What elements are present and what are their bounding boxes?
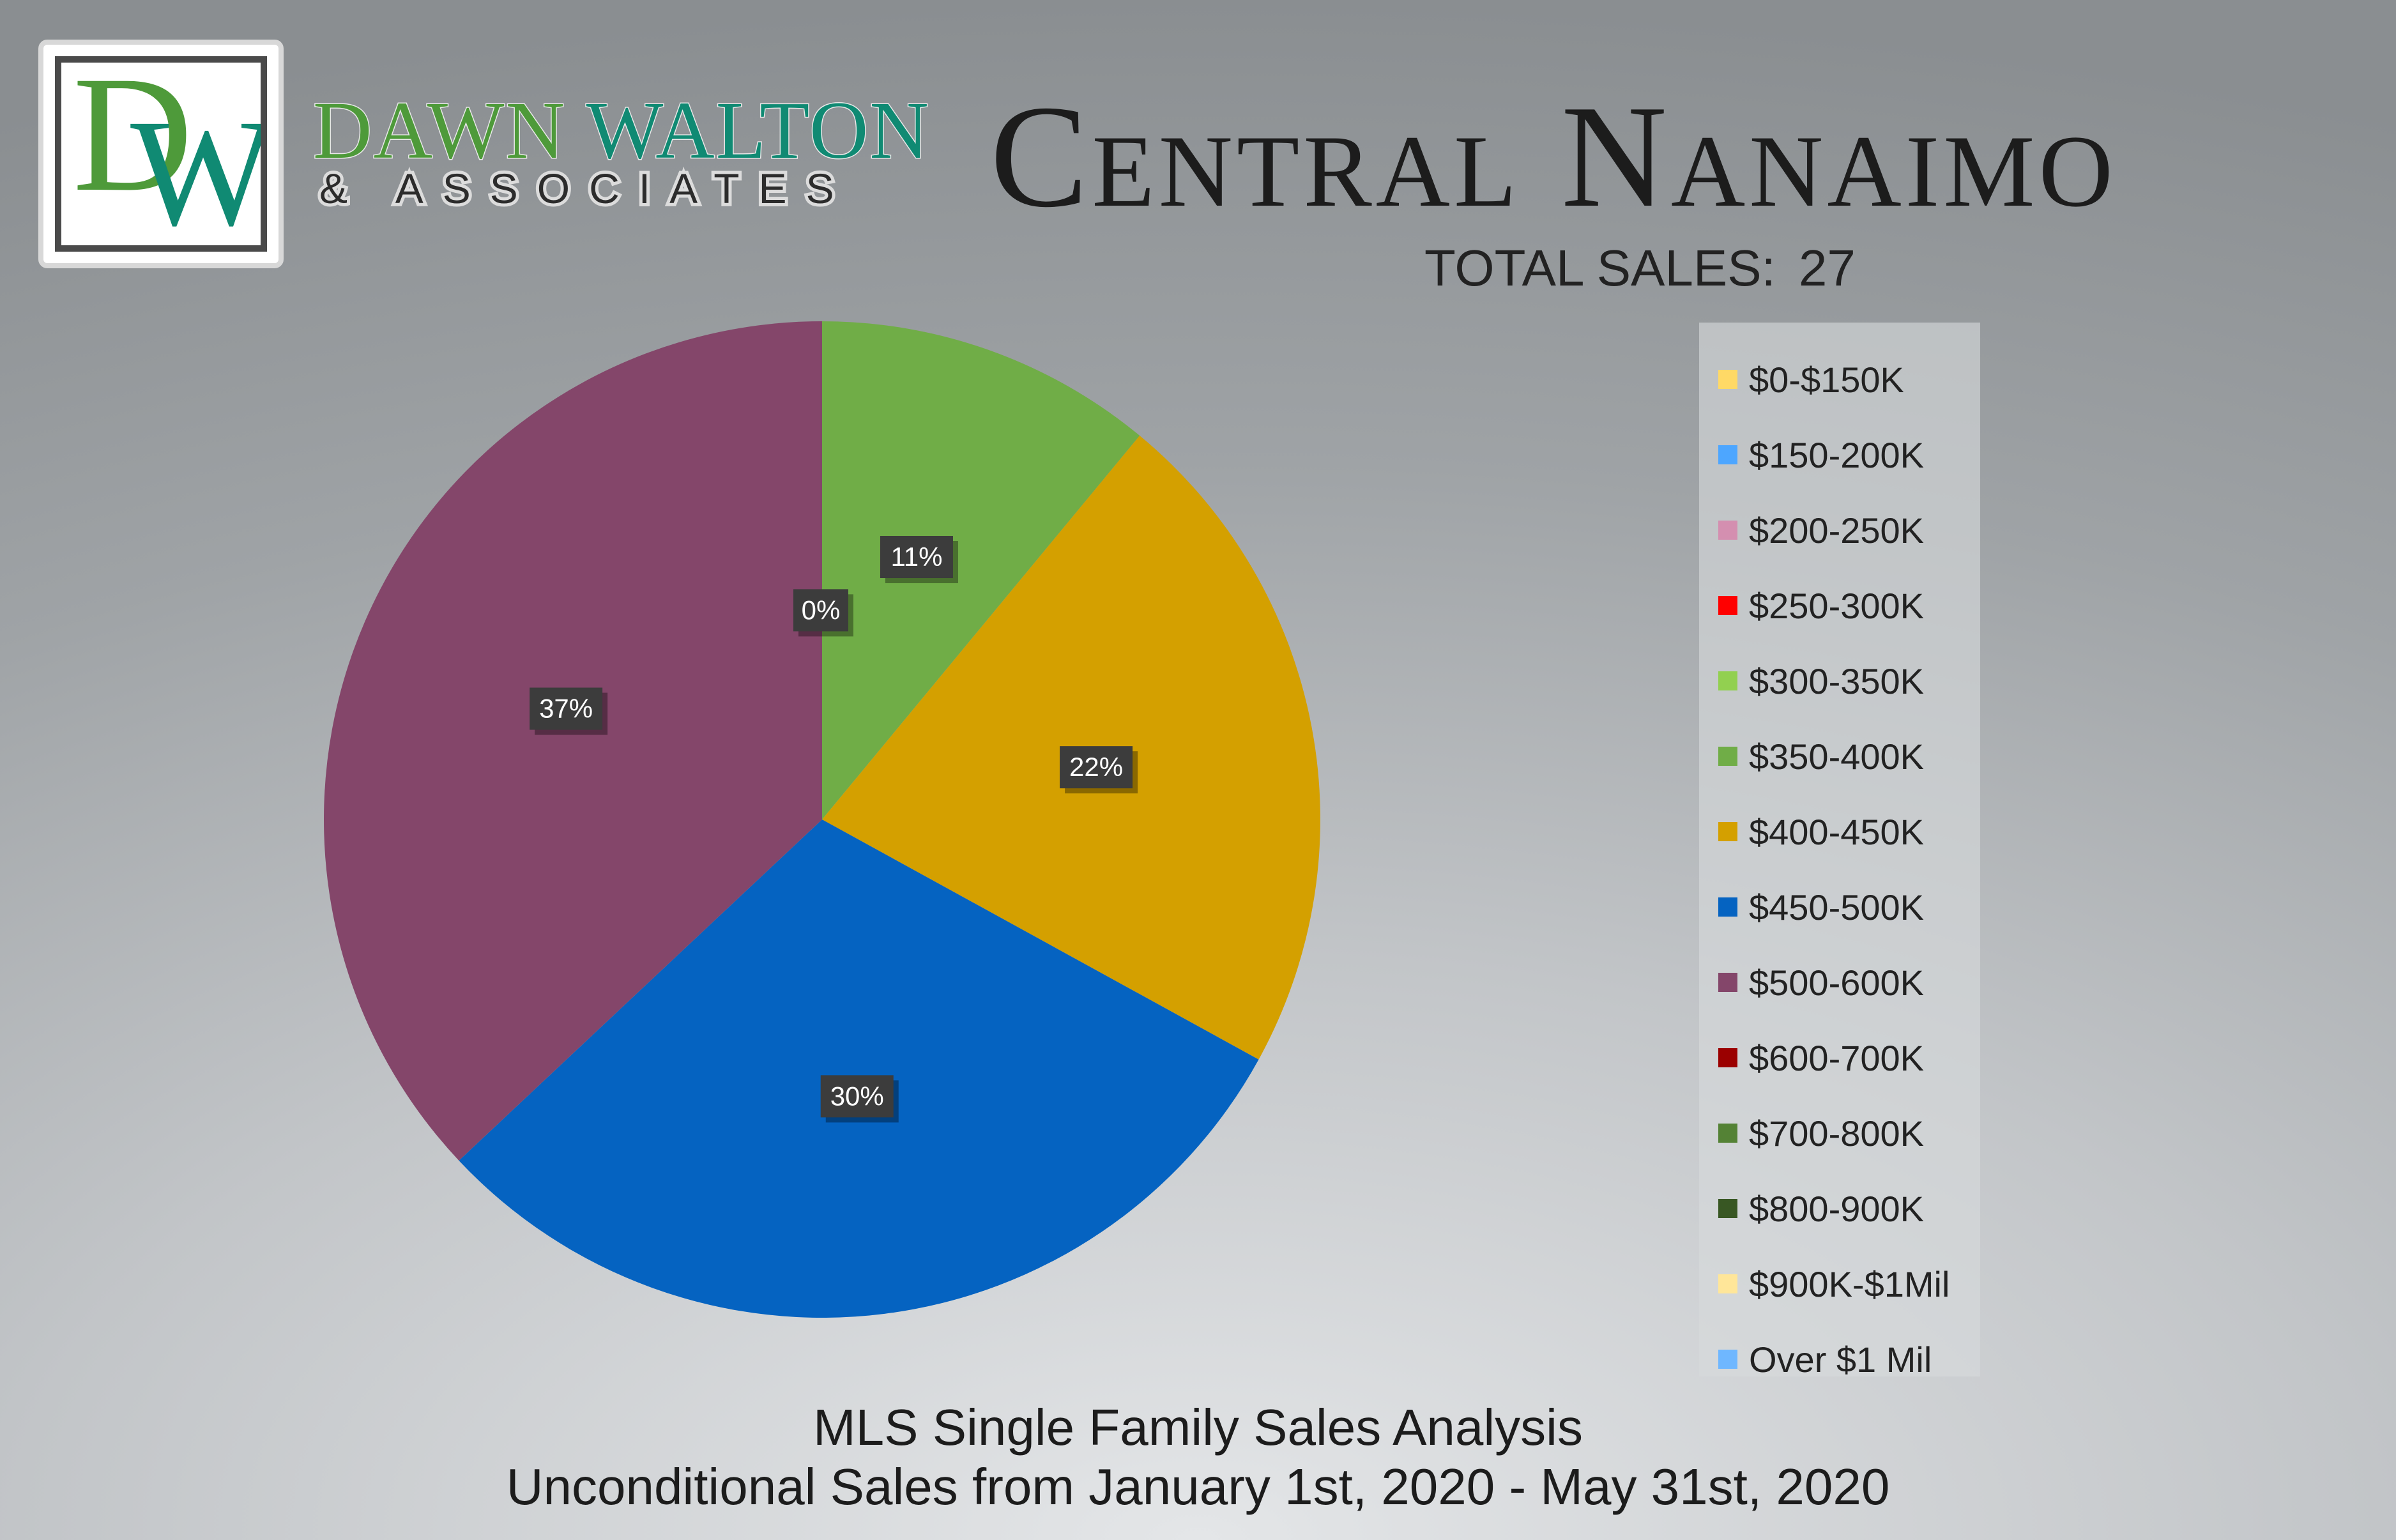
data-label-text: 37% [539,694,593,724]
legend-item-over-1-mil: Over $1 Mil [1718,1322,1980,1397]
legend-item-350-400k: $350-400K [1718,719,1980,794]
legend-label: $600-700K [1749,1037,1925,1078]
legend-item-150-200k: $150-200K [1718,417,1980,492]
data-label-400-450k: 22% [1060,746,1138,794]
legend-swatch [1718,1350,1737,1369]
data-label-text: 0% [802,595,841,625]
pie-slice-350-400k [822,321,1140,820]
legend-item-400-450k: $400-450K [1718,794,1980,869]
legend-label: $500-600K [1749,962,1925,1003]
legend-item-200-250k: $200-250K [1718,492,1980,568]
legend-item-900k-1mil: $900K-$1Mil [1718,1246,1980,1322]
legend-item-500-600k: $500-600K [1718,945,1980,1020]
data-label-300-350k: 0% [793,589,853,637]
legend-swatch [1718,370,1737,389]
legend-swatch [1718,521,1737,540]
total-sales: TOTAL SALES: 27 [1424,243,1856,294]
legend-label: $900K-$1Mil [1749,1263,1950,1304]
legend-item-300-350k: $300-350K [1718,643,1980,719]
company-name: DAWN WALTON [312,89,930,172]
legend-swatch [1718,671,1737,690]
data-label-500-600k: 37% [530,687,608,735]
legend-swatch [1718,822,1737,841]
data-label-background [880,536,953,579]
legend-label: $300-350K [1749,660,1925,701]
logo-letter-w: W [130,88,267,252]
data-label-text: 30% [830,1081,884,1111]
legend-label: $400-450K [1749,811,1925,852]
legend-label: $350-400K [1749,736,1925,777]
legend-label: $800-900K [1749,1188,1925,1229]
data-label-background [530,687,603,730]
data-label-450-500k: 30% [820,1075,899,1123]
data-label-350-400k: 11% [880,536,958,584]
legend-label: $150-200K [1749,434,1925,475]
legend-swatch [1718,1124,1737,1143]
company-subtitle: & ASSOCIATES [316,164,853,213]
data-label-text: 11% [890,542,942,572]
legend-swatch [1718,1274,1737,1293]
legend-item-600-700k: $600-700K [1718,1020,1980,1095]
pie-slice-500-600k [324,321,822,1161]
total-sales-value: 27 [1798,240,1856,296]
legend-label: $250-300K [1749,585,1925,626]
company-name-first: DAWN [312,85,586,176]
legend-item-250-300k: $250-300K [1718,568,1980,643]
company-name-last: WALTON [585,85,930,176]
legend-swatch [1718,747,1737,766]
legend-label: $200-250K [1749,510,1925,551]
pie-slice-450-500k [459,820,1259,1318]
legend-swatch [1718,445,1737,464]
legend-item-0-150k: $0-$150K [1718,342,1980,417]
legend-swatch [1718,1199,1737,1218]
legend-swatch [1718,596,1737,615]
logo-letter-d: D [73,56,193,226]
data-label-background [793,589,848,632]
legend-swatch [1718,897,1737,917]
legend-label: $450-500K [1749,887,1925,927]
chart-legend: $0-$150K $150-200K $200-250K $250-300K $300-… [1699,323,1980,1380]
legend-swatch [1718,973,1737,992]
legend-swatch [1718,1048,1737,1067]
data-label-background [820,1075,894,1118]
legend-label: $700-800K [1749,1113,1925,1154]
legend-item-800-900k: $800-900K [1718,1171,1980,1246]
legend-label: $0-$150K [1749,359,1904,400]
legend-label: Over $1 Mil [1749,1339,1932,1380]
company-logo: D W [38,40,284,268]
total-sales-label: TOTAL SALES: [1424,240,1776,296]
logo-monogram-frame: D W [55,56,267,252]
data-label-text: 22% [1069,752,1123,782]
region-title: Central Nanaimo [990,75,2117,238]
data-label-background [1060,746,1133,789]
legend-item-700-800k: $700-800K [1718,1095,1980,1171]
date-range-caption: Unconditional Sales from January 1st, 20… [506,1458,1890,1515]
chart-subtitle: MLS Single Family Sales Analysis [813,1399,1583,1456]
legend-item-450-500k: $450-500K [1718,869,1980,945]
